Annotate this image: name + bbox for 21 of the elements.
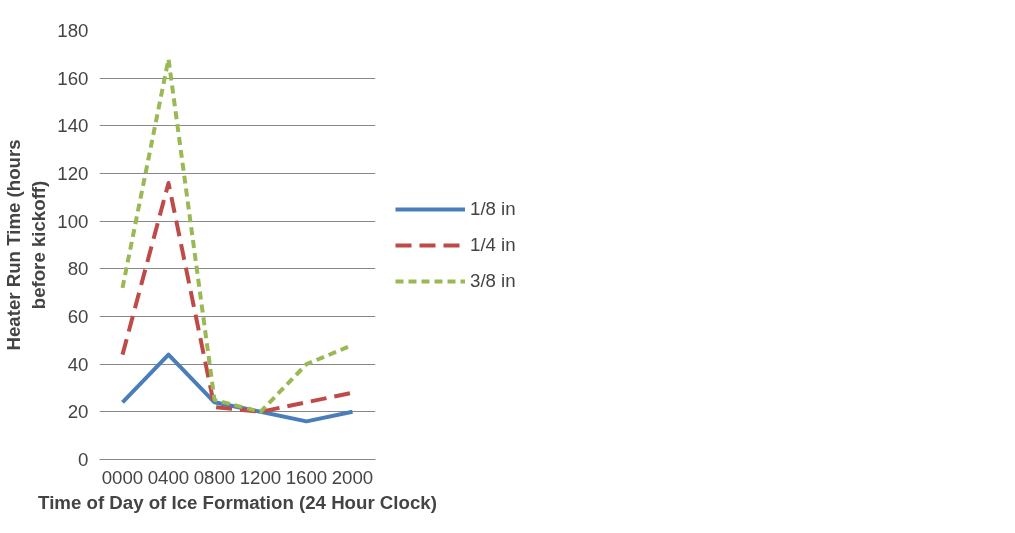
x-tick-label: 0800: [193, 466, 236, 488]
y-tick-label: 120: [57, 163, 89, 184]
y-tick-label: 80: [67, 258, 89, 280]
y-tick-label: 160: [57, 67, 89, 89]
x-tick-label: 1200: [239, 466, 282, 488]
x-axis-title: Time of Day of Ice Formation (24 Hour Clock): [38, 491, 437, 513]
y-tick-label: 20: [67, 401, 89, 423]
legend-label: 3/8 in: [470, 269, 517, 292]
legend-label: 1/8 in: [470, 197, 517, 220]
x-tick-label: 0400: [147, 466, 190, 488]
legend-label: 1/4 in: [470, 233, 517, 256]
x-tick-label: 1600: [285, 466, 328, 488]
y-tick-label: 60: [67, 306, 89, 327]
x-tick-label: 0000: [101, 466, 144, 488]
y-tick-label: 0: [78, 449, 89, 470]
y-tick-label: 180: [57, 20, 89, 41]
y-tick-label: 100: [57, 210, 89, 232]
y-tick-label: 140: [57, 115, 89, 137]
y-axis-title: Heater Run Time (hours before kickoff): [3, 139, 50, 351]
x-tick-label: 2000: [331, 466, 374, 488]
y-tick-label: 40: [67, 353, 89, 375]
